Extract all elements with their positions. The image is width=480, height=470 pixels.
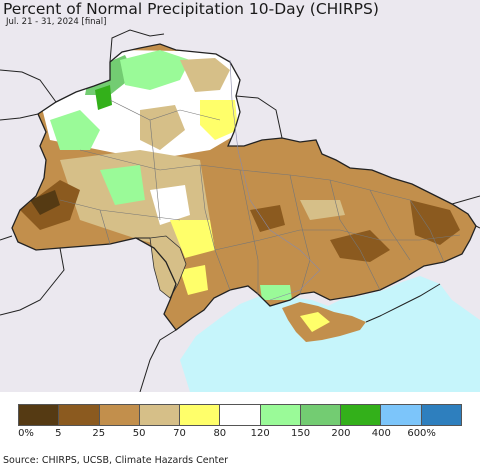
rivers xyxy=(229,59,321,301)
legend-label: 150 xyxy=(290,428,311,439)
oblast-borders xyxy=(59,99,461,295)
crimea-patch xyxy=(300,312,330,332)
map-subtitle: Jul. 21 - 31, 2024 [final] xyxy=(6,17,107,27)
legend-swatch xyxy=(300,405,342,425)
legend-swatch xyxy=(139,405,181,425)
precipitation-map xyxy=(0,0,480,393)
legend-colorbar xyxy=(18,404,462,426)
neighbour-borders xyxy=(0,29,480,393)
country-border xyxy=(11,43,477,331)
legend-label: 400 xyxy=(371,428,391,439)
legend-swatch xyxy=(220,405,261,425)
legend-label: 50 xyxy=(132,428,146,439)
legend-swatch xyxy=(180,405,221,425)
map-title: Percent of Normal Precipitation 10-Day (… xyxy=(3,0,379,18)
legend-label: 80 xyxy=(213,428,227,439)
legend-label: 5 xyxy=(55,428,62,439)
legend-label: 70 xyxy=(173,428,186,439)
legend-labels: 0% 5 25 50 70 80 120 150 200 400 600% xyxy=(0,428,480,442)
legend-label: 200 xyxy=(331,428,351,439)
legend-swatch xyxy=(260,405,301,425)
legend-label: 600% xyxy=(407,428,436,439)
legend-label: 0% xyxy=(18,428,34,439)
legend-swatch xyxy=(381,405,422,425)
legend-swatch xyxy=(19,405,60,425)
legend-swatch xyxy=(421,405,461,425)
legend-swatch xyxy=(341,405,382,425)
legend-swatch xyxy=(99,405,140,425)
legend-label: 25 xyxy=(92,428,106,439)
legend-swatch xyxy=(59,405,100,425)
source-credit: Source: CHIRPS, UCSB, Climate Hazards Ce… xyxy=(3,455,229,466)
legend-label: 120 xyxy=(250,428,270,439)
